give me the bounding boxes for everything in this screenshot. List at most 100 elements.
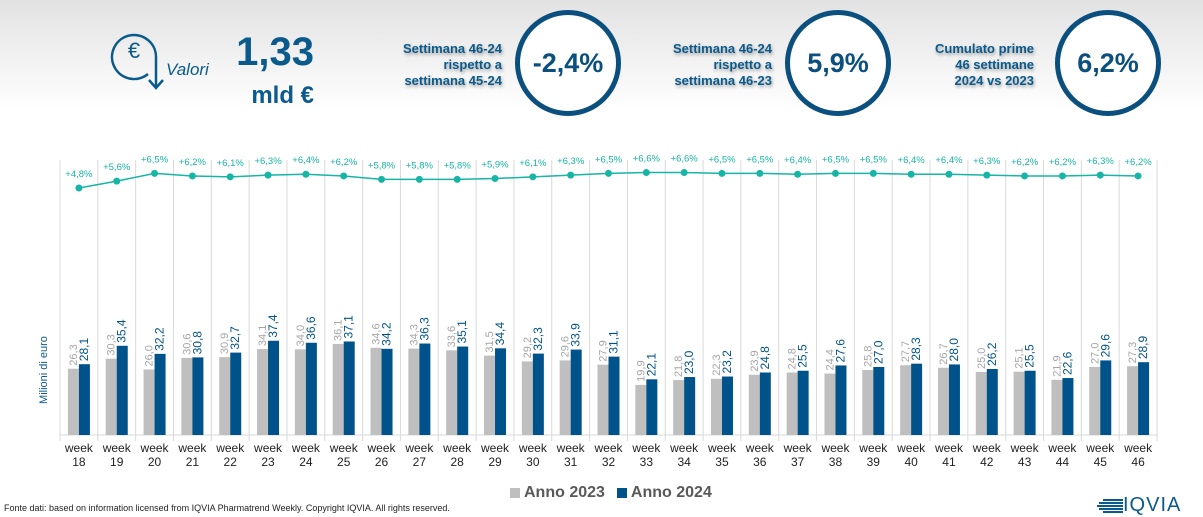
x-tick-label: 21 bbox=[186, 455, 200, 469]
x-tick-label: 26 bbox=[375, 455, 389, 469]
bar-label-2023: 19,9 bbox=[635, 360, 647, 381]
x-tick-label: week bbox=[177, 441, 207, 455]
growth-label: +5,8% bbox=[444, 160, 472, 171]
bar-2023 bbox=[748, 374, 760, 435]
bar-2024 bbox=[1024, 370, 1036, 435]
growth-point bbox=[756, 169, 764, 177]
bar-2024 bbox=[305, 342, 317, 435]
bar-2024 bbox=[835, 365, 847, 435]
bar-label-2024: 34,2 bbox=[380, 322, 394, 346]
bar-2024 bbox=[495, 348, 507, 435]
kpi-yoy-circle: 5,9% bbox=[785, 10, 891, 116]
x-tick-label: week bbox=[896, 441, 926, 455]
kpi-label-line: settimana 45-24 bbox=[404, 73, 502, 88]
x-tick-label: 25 bbox=[337, 455, 351, 469]
x-tick-label: week bbox=[291, 441, 321, 455]
growth-label: +6,3% bbox=[254, 156, 282, 167]
x-tick-label: week bbox=[1085, 441, 1115, 455]
bar-2023 bbox=[900, 365, 912, 435]
kpi-label-line: rispetto a bbox=[443, 57, 502, 72]
bar-label-2024: 27,0 bbox=[871, 340, 885, 364]
bar-label-2024: 37,4 bbox=[266, 314, 280, 338]
x-tick-label: week bbox=[669, 441, 699, 455]
growth-point bbox=[794, 170, 802, 178]
bar-label-2023: 26,3 bbox=[68, 344, 80, 365]
kpi-label-line: Cumulato prime bbox=[935, 41, 1034, 56]
x-tick-label: 36 bbox=[753, 455, 767, 469]
bar-2023 bbox=[332, 344, 344, 435]
bar-2024 bbox=[948, 364, 960, 435]
x-tick-label: 44 bbox=[1056, 455, 1070, 469]
growth-point bbox=[680, 169, 688, 177]
kpi-weekly-circle: -2,4% bbox=[515, 10, 621, 116]
growth-label: +6,2% bbox=[1049, 157, 1077, 168]
bar-2024 bbox=[986, 368, 998, 435]
bar-label-2023: 36,1 bbox=[333, 320, 345, 341]
bar-label-2023: 27,3 bbox=[1127, 342, 1139, 363]
bar-2023 bbox=[937, 367, 949, 435]
growth-point bbox=[1058, 172, 1066, 180]
legend-swatch-2024 bbox=[616, 488, 627, 498]
growth-label: +6,1% bbox=[217, 158, 245, 169]
bar-2024 bbox=[116, 345, 128, 435]
bar-label-2023: 30,9 bbox=[219, 333, 231, 354]
x-tick-label: week bbox=[480, 441, 510, 455]
legend-item-2024: Anno 2024 bbox=[616, 484, 712, 502]
bar-2024 bbox=[419, 343, 431, 435]
x-tick-label: 31 bbox=[564, 455, 578, 469]
bar-2023 bbox=[635, 384, 647, 435]
x-tick-label: week bbox=[64, 441, 94, 455]
bar-label-2023: 30,3 bbox=[106, 334, 118, 355]
x-tick-label: 37 bbox=[791, 455, 805, 469]
bar-2024 bbox=[532, 353, 544, 435]
growth-label: +6,3% bbox=[1087, 156, 1115, 167]
growth-point bbox=[415, 175, 423, 183]
growth-label: +6,5% bbox=[141, 154, 169, 165]
legend-item-2023: Anno 2023 bbox=[510, 484, 605, 502]
x-tick-label: 27 bbox=[413, 455, 427, 469]
x-tick-label: 29 bbox=[488, 455, 502, 469]
growth-point bbox=[188, 172, 196, 180]
bar-label-2024: 33,9 bbox=[569, 323, 583, 347]
x-tick-label: week bbox=[442, 441, 472, 455]
weekly-sales-chart: Milioni di euro 26,328,1 30,335,4 26,032,2… bbox=[38, 154, 1158, 469]
kpi-label-line: settimana 46-23 bbox=[674, 73, 772, 88]
kpi-yoy-label: Settimana 46-24 rispetto a settimana 46-… bbox=[640, 41, 772, 89]
bar-label-2024: 32,7 bbox=[228, 326, 242, 350]
bar-2024 bbox=[343, 341, 355, 435]
bar-2023 bbox=[1051, 379, 1063, 435]
kpi-label-line: Settimana 46-24 bbox=[403, 41, 502, 56]
bar-label-2024: 28,0 bbox=[947, 338, 961, 362]
growth-label: +6,5% bbox=[595, 154, 623, 165]
bar-label-2024: 23,0 bbox=[682, 350, 696, 374]
growth-point bbox=[264, 171, 272, 179]
svg-text:€: € bbox=[128, 38, 140, 63]
bar-label-2023: 24,4 bbox=[824, 349, 836, 370]
x-tick-label: 38 bbox=[829, 455, 843, 469]
growth-label: +6,2% bbox=[330, 157, 358, 168]
bar-label-2024: 34,4 bbox=[493, 322, 507, 346]
bar-2023 bbox=[105, 358, 117, 435]
growth-point bbox=[831, 169, 839, 177]
growth-label: +6,3% bbox=[557, 156, 585, 167]
growth-point bbox=[1134, 172, 1142, 180]
valori-label: Valori bbox=[166, 60, 209, 79]
x-tick-label: 24 bbox=[299, 455, 313, 469]
x-tick-label: week bbox=[820, 441, 850, 455]
growth-point bbox=[907, 170, 915, 178]
x-tick-label: week bbox=[404, 441, 434, 455]
growth-point bbox=[869, 169, 877, 177]
x-tick-label: 32 bbox=[602, 455, 616, 469]
bar-2024 bbox=[268, 340, 280, 435]
bar-2023 bbox=[294, 349, 306, 435]
x-tick-label: week bbox=[140, 441, 170, 455]
bar-2024 bbox=[759, 372, 771, 435]
bar-label-2023: 23,9 bbox=[749, 350, 761, 371]
total-unit: mld € bbox=[251, 82, 314, 109]
growth-label: +6,6% bbox=[671, 154, 699, 165]
kpi-cumulative-label: Cumulato prime 46 settimane 2024 vs 2023 bbox=[900, 41, 1034, 89]
kpi-label-line: rispetto a bbox=[713, 57, 772, 72]
growth-label: +6,6% bbox=[633, 154, 661, 165]
growth-point bbox=[983, 171, 991, 179]
bar-2023 bbox=[219, 357, 231, 435]
